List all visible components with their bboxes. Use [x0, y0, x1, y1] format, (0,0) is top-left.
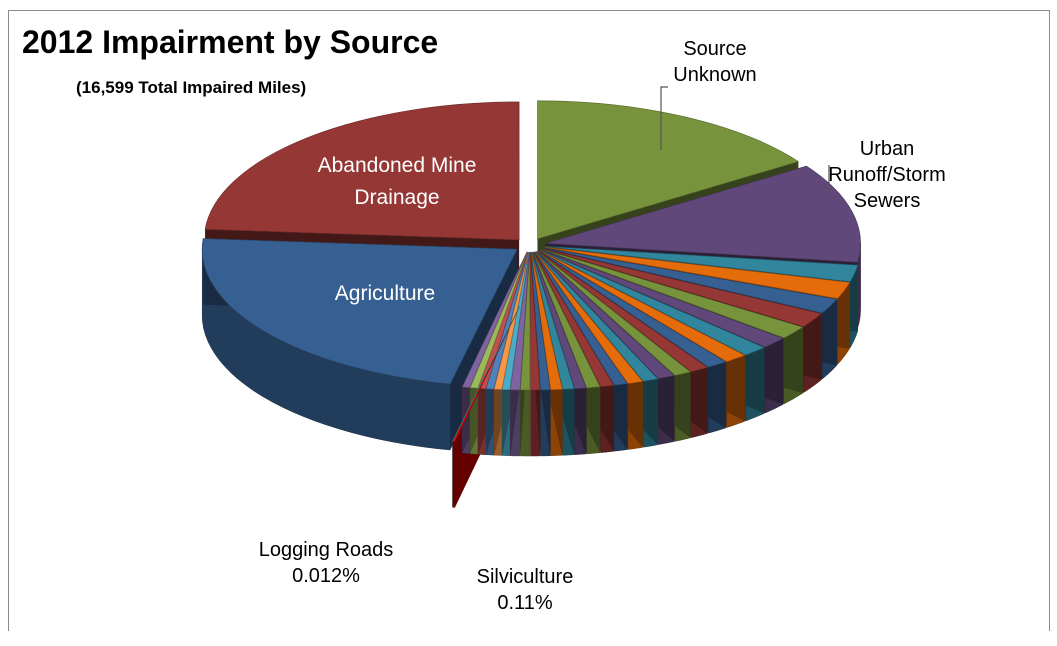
slice-25 — [509, 251, 530, 391]
label-logging-roads-name: Logging Roads — [258, 539, 394, 561]
slice-31 — [461, 251, 528, 388]
label-silviculture-name: Silviculture — [476, 566, 574, 588]
label-agriculture: Agriculture — [334, 282, 436, 305]
slice-3 — [545, 246, 851, 299]
chart-subtitle: (16,599 Total Impaired Miles) — [76, 78, 307, 97]
pie-tops — [201, 100, 861, 442]
chart-title: 2012 Impairment by Source — [22, 24, 439, 60]
slice-6 — [542, 248, 804, 339]
label-logging-roads: Logging Roads 0.012% — [226, 537, 426, 589]
slice-33 — [452, 306, 520, 442]
slice-24 — [520, 251, 531, 391]
slice-30 — [469, 251, 528, 389]
label-source-unknown: Source Unknown — [673, 38, 757, 86]
slice-26 — [501, 251, 530, 391]
slice-19 — [532, 251, 587, 390]
slice-21 — [530, 251, 563, 391]
label-logging-roads-pct: 0.012% — [292, 565, 360, 587]
slice-34 — [201, 238, 518, 385]
slice-2 — [545, 246, 859, 283]
leader-lines — [660, 86, 830, 195]
slice-5 — [543, 248, 823, 327]
slice-23 — [529, 251, 541, 391]
slice-8 — [540, 249, 765, 356]
slice-13 — [536, 251, 675, 379]
slice-12 — [537, 250, 691, 376]
slice-1 — [545, 165, 861, 263]
slice-22 — [530, 251, 551, 391]
slice-4 — [544, 247, 838, 314]
slice-27 — [493, 251, 529, 390]
slice-14 — [535, 251, 659, 382]
slice-18 — [532, 251, 601, 389]
slice-7 — [541, 249, 784, 348]
slice-11 — [538, 250, 709, 373]
label-silviculture: Silviculture 0.11% — [440, 564, 610, 616]
label-abandoned-mine: Abandoned Mine Drainage — [317, 154, 477, 209]
slice-9 — [539, 250, 746, 362]
slice-17 — [533, 251, 615, 388]
label-urban-runoff: Urban Runoff/Storm Sewers — [828, 138, 946, 212]
leader-line-0 — [660, 86, 668, 150]
slice-15 — [534, 251, 644, 384]
slice-10 — [538, 250, 727, 368]
slice-20 — [531, 251, 575, 390]
slice-35 — [204, 101, 520, 241]
slice-0 — [537, 100, 800, 240]
label-silviculture-pct: 0.11% — [497, 592, 553, 614]
slice-16 — [534, 251, 628, 386]
